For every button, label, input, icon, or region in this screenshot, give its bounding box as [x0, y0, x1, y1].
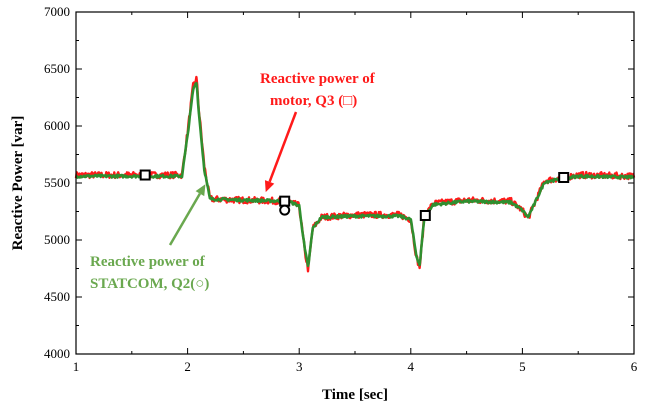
y-tick-label: 6500	[44, 61, 70, 76]
x-tick-label: 1	[73, 359, 80, 374]
y-tick-label: 6000	[44, 118, 70, 133]
y-tick-label: 5000	[44, 232, 70, 247]
motor-q3-marker	[139, 169, 151, 181]
y-axis-title: Reactive Power [var]	[10, 116, 26, 251]
x-tick-label: 5	[519, 359, 526, 374]
x-tick-label: 4	[408, 359, 415, 374]
y-tick-label: 5500	[44, 175, 70, 190]
y-tick-label: 4000	[44, 346, 70, 361]
motor-arrowhead	[264, 180, 275, 193]
annotation-line: Reactive power of	[260, 71, 376, 87]
tick-layer: 1 2 3 4 5 6 4000 4500 5000 5500 6000 6500 7000	[44, 4, 638, 374]
x-tick-label: 6	[631, 359, 638, 374]
statcom-annotation-text: Reactive power of STATCOM, Q2(○)	[90, 254, 209, 292]
series-layer	[74, 75, 636, 273]
y-tick-label: 4500	[44, 289, 70, 304]
annotation-layer: Reactive power of motor, Q3 (□)Reactive p…	[90, 71, 376, 292]
statcom-q2-marker	[279, 204, 291, 216]
statcom-q2-line	[75, 81, 635, 268]
statcom-arrowhead	[195, 184, 206, 197]
y-tick-label: 7000	[44, 4, 70, 19]
annotation-line: Reactive power of	[90, 254, 206, 270]
motor-q3-marker	[558, 171, 570, 183]
motor-q3-marker	[419, 209, 431, 221]
motor-annotation-arrow	[268, 111, 298, 183]
x-tick-label: 3	[296, 359, 303, 374]
statcom-annotation-arrow	[168, 193, 201, 246]
annotation-line: STATCOM, Q2(○)	[90, 276, 209, 292]
marker-layer	[139, 169, 570, 221]
annotation-line: motor, Q3 (□)	[270, 93, 357, 109]
motor-q3-marker	[279, 195, 291, 207]
x-tick-label: 2	[184, 359, 191, 374]
motor-annotation-text: Reactive power of motor, Q3 (□)	[260, 71, 376, 109]
x-axis-title: Time [sec]	[322, 387, 388, 403]
